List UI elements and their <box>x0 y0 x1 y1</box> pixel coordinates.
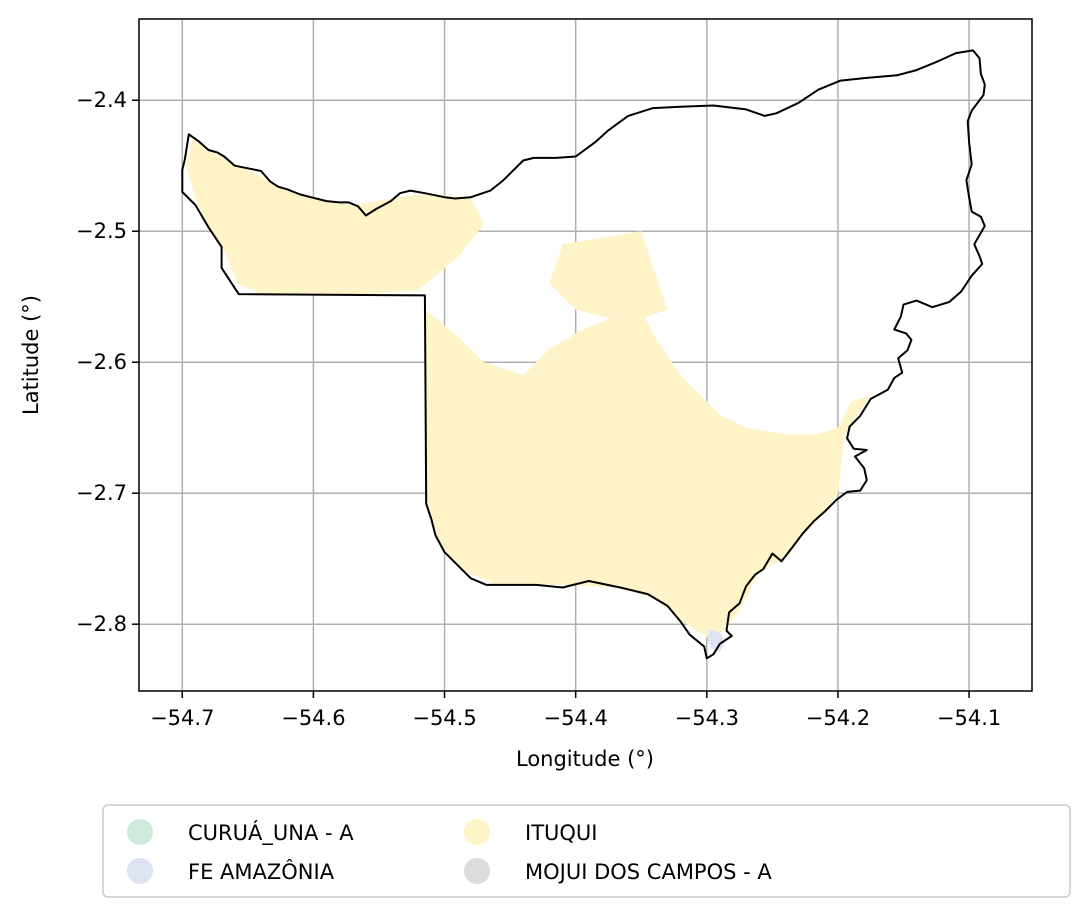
region-ituqui <box>549 231 668 323</box>
legend-label: FE AMAZÔNIA <box>188 859 335 884</box>
legend-label: CURUÁ_UNA - A <box>188 820 354 846</box>
x-tick-label: −54.6 <box>281 706 345 730</box>
region-ituqui <box>186 139 484 295</box>
legend-marker <box>464 858 490 884</box>
map-regions <box>186 139 871 652</box>
y-axis-ticks: −2.4 −2.5 −2.6 −2.7 −2.8 <box>76 88 139 636</box>
region-ituqui <box>424 309 871 638</box>
y-tick-label: −2.4 <box>76 88 127 112</box>
legend-entries: CURUÁ_UNA - A FE AMAZÔNIA ITUQUI MOJUI DOS … <box>127 819 772 884</box>
x-axis-title: Longitude (°) <box>516 747 654 771</box>
y-axis-title: Latitude (°) <box>19 295 43 415</box>
y-tick-label: −2.5 <box>76 219 127 243</box>
legend-marker <box>127 858 153 884</box>
legend-label: MOJUI DOS CAMPOS - A <box>525 860 772 884</box>
municipality-boundary <box>181 49 986 660</box>
x-axis-ticks: −54.7 −54.6 −54.5 −54.4 −54.3 −54.2 −54.1 <box>150 691 1001 730</box>
legend-label: ITUQUI <box>525 821 598 845</box>
x-tick-label: −54.2 <box>806 706 870 730</box>
legend: CURUÁ_UNA - A FE AMAZÔNIA ITUQUI MOJUI DOS … <box>102 804 1071 898</box>
x-tick-label: −54.3 <box>675 706 739 730</box>
x-tick-label: −54.4 <box>543 706 607 730</box>
plot-frame <box>138 18 1033 692</box>
region-fe-amaz-nia <box>706 629 726 652</box>
legend-marker <box>127 819 153 845</box>
legend-marker <box>464 819 490 845</box>
y-tick-label: −2.6 <box>76 350 127 374</box>
legend-box <box>102 804 1071 898</box>
y-tick-label: −2.7 <box>76 481 127 505</box>
x-tick-label: −54.1 <box>937 706 1001 730</box>
x-tick-label: −54.7 <box>150 706 214 730</box>
y-tick-label: −2.8 <box>76 612 127 636</box>
x-tick-label: −54.5 <box>412 706 476 730</box>
